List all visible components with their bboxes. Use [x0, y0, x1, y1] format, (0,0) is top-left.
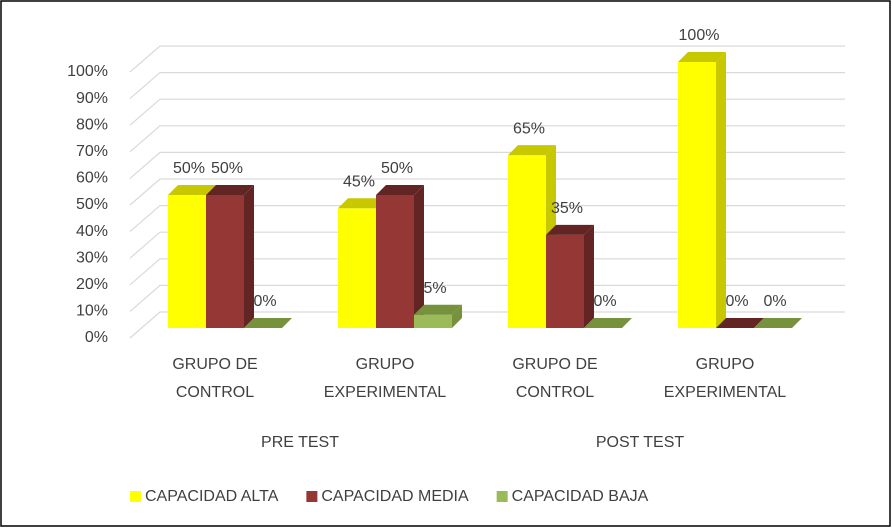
- bar-front: [338, 208, 376, 328]
- group-label: PRE TEST: [261, 434, 339, 451]
- data-label: 65%: [513, 120, 545, 137]
- bar-top: [584, 318, 632, 328]
- bar: [206, 185, 254, 328]
- data-label: 0%: [763, 293, 786, 310]
- bar-front: [678, 62, 716, 328]
- y-tick-label: 20%: [76, 276, 108, 293]
- bar-front: [546, 234, 584, 328]
- bar-front: [414, 314, 452, 328]
- group-label: POST TEST: [595, 434, 685, 451]
- data-label: 100%: [679, 27, 720, 44]
- legend-label: CAPACIDAD BAJA: [512, 488, 649, 505]
- data-label: 0%: [253, 293, 276, 310]
- x-tick-label: GRUPO DE CONTROL: [172, 356, 258, 401]
- data-label: 50%: [211, 160, 243, 177]
- y-tick-label: 10%: [76, 303, 108, 320]
- y-tick-label: 60%: [76, 170, 108, 187]
- bar: [716, 318, 764, 328]
- bar-top: [508, 145, 556, 156]
- data-label: 50%: [381, 160, 413, 177]
- bar-front: [508, 155, 546, 328]
- data-label: 0%: [725, 293, 748, 310]
- legend-label: CAPACIDAD ALTA: [145, 488, 279, 505]
- bar: [546, 224, 594, 328]
- grid-line: [129, 284, 845, 312]
- bar: [584, 318, 632, 328]
- grid-line: [129, 311, 845, 339]
- grid-line: [129, 125, 845, 153]
- bar-top: [338, 198, 386, 209]
- bar-top: [206, 185, 254, 195]
- bar: [244, 318, 292, 328]
- bar: [508, 145, 556, 328]
- x-tick-label: GRUPO EXPERIMENTAL: [323, 356, 447, 401]
- y-tick-label: 40%: [76, 223, 108, 240]
- bar: [754, 318, 802, 328]
- x-tick-label: GRUPO EXPERIMENTAL: [663, 356, 787, 401]
- x-tick-label: GRUPO DE CONTROL: [512, 356, 598, 401]
- legend-label: CAPACIDAD MEDIA: [321, 488, 469, 505]
- data-label: 5%: [423, 280, 446, 297]
- bar-top: [376, 185, 424, 195]
- bar-side: [716, 52, 726, 328]
- legend-marker: [496, 491, 508, 502]
- data-label: 50%: [173, 160, 205, 177]
- grid-line: [129, 71, 845, 100]
- bar-top: [546, 224, 594, 235]
- grid-line: [129, 205, 845, 233]
- bar-side: [584, 224, 594, 328]
- y-tick-label: 0%: [85, 329, 108, 346]
- legend-marker: [130, 491, 141, 502]
- data-label: 45%: [343, 174, 375, 191]
- bar: [678, 52, 726, 328]
- legend-marker: [306, 491, 318, 502]
- y-tick-label: 50%: [76, 196, 108, 213]
- bar-front: [206, 195, 244, 328]
- bar-side: [244, 185, 254, 328]
- bar: [376, 185, 424, 328]
- y-tick-label: 70%: [76, 143, 108, 160]
- grid-line: [129, 258, 845, 286]
- y-tick-label: 90%: [76, 90, 108, 107]
- bar-top: [754, 318, 802, 328]
- y-tick-label: 80%: [76, 116, 108, 133]
- bar-front: [376, 195, 414, 328]
- y-tick-label: 30%: [76, 249, 108, 266]
- bar-side: [414, 185, 424, 328]
- bar-front: [168, 195, 206, 328]
- y-tick-label: 100%: [67, 63, 108, 80]
- grid-line: [129, 45, 845, 73]
- grid-line: [129, 178, 845, 206]
- bar-top: [244, 318, 292, 328]
- bar-side: [452, 304, 462, 328]
- bar-top: [716, 318, 764, 328]
- bar: [414, 304, 462, 328]
- data-label: 35%: [551, 200, 583, 217]
- bar-top: [168, 185, 216, 195]
- grid-line: [129, 98, 845, 126]
- bar-top: [678, 52, 726, 62]
- data-label: 0%: [593, 293, 616, 310]
- grid-line: [129, 231, 845, 259]
- bar-top: [414, 304, 462, 315]
- grid-line: [129, 151, 845, 179]
